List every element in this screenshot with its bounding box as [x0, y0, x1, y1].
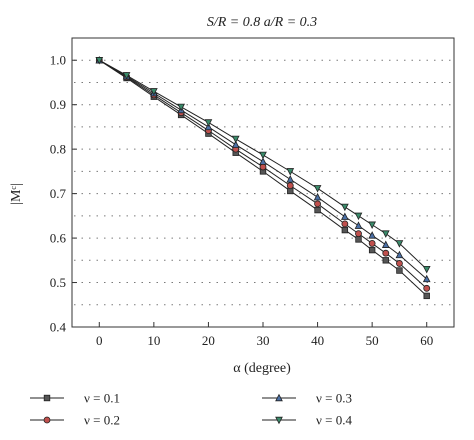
legend-item: ν = 0.3	[262, 391, 352, 406]
data-point	[286, 182, 294, 190]
data-point	[368, 246, 376, 254]
legend-marker	[275, 393, 283, 402]
legend-item: ν = 0.1	[30, 391, 120, 406]
data-point	[395, 250, 404, 259]
data-point	[422, 265, 431, 274]
data-point	[314, 200, 321, 208]
data-point	[259, 163, 267, 171]
y-tick-label: 1.0	[50, 53, 66, 68]
data-point	[286, 168, 295, 176]
data-point	[204, 119, 213, 127]
data-point	[368, 240, 376, 247]
data-point	[355, 236, 362, 243]
data-point	[423, 292, 430, 300]
legend-marker	[43, 394, 51, 402]
data-point	[355, 230, 362, 238]
data-point	[341, 203, 349, 212]
x-tick-label: 10	[147, 333, 160, 348]
legend-label: ν = 0.2	[84, 413, 120, 428]
data-point	[354, 212, 363, 221]
x-tick-label: 40	[311, 333, 324, 348]
data-point	[231, 140, 240, 148]
x-tick-label: 50	[366, 333, 379, 348]
y-tick-label: 0.7	[50, 186, 67, 201]
data-point	[422, 274, 431, 283]
x-tick-label: 60	[420, 333, 433, 348]
axes: 0 10 20 30 40 50 60 0.4 0.5 0.6 0.7 0.8 0.9 1.0	[50, 37, 455, 348]
legend: ν = 0.1 ν = 0.3 ν = 0.2 ν = 0.4	[30, 391, 352, 428]
data-point	[368, 221, 376, 230]
data-point	[150, 88, 158, 96]
data-point	[95, 57, 104, 65]
legend-marker	[275, 416, 283, 425]
legend-label: ν = 0.3	[316, 391, 352, 406]
plot-area	[74, 55, 452, 306]
x-tick-label: 20	[202, 333, 215, 348]
legend-marker	[43, 416, 51, 424]
data-point	[368, 231, 376, 239]
data-point	[313, 185, 322, 193]
legend-item: ν = 0.4	[262, 413, 352, 428]
data-point	[259, 157, 267, 165]
data-point	[313, 192, 322, 201]
data-point	[382, 249, 390, 257]
x-tick-label: 0	[96, 333, 103, 348]
data-point	[382, 257, 389, 264]
data-point	[341, 220, 349, 228]
y-tick-label: 0.4	[50, 320, 67, 335]
legend-label: ν = 0.1	[84, 391, 120, 406]
data-point	[395, 240, 404, 248]
series-1	[96, 57, 430, 300]
plot-frame	[71, 37, 455, 328]
y-tick-label: 0.5	[50, 275, 66, 290]
data-point	[381, 230, 390, 238]
y-tick-label: 0.8	[50, 142, 66, 157]
data-point	[231, 135, 240, 144]
data-point	[381, 240, 390, 248]
y-tick-label: 0.6	[50, 231, 67, 246]
data-point	[341, 226, 349, 234]
series-4	[95, 57, 431, 274]
data-point	[423, 284, 431, 292]
legend-label: ν = 0.4	[316, 413, 352, 428]
data-point	[341, 212, 349, 220]
chart-title: S/R = 0.8 a/R = 0.3	[207, 15, 317, 30]
data-point	[286, 175, 295, 183]
data-point	[259, 151, 267, 160]
legend-item: ν = 0.2	[30, 413, 120, 428]
y-axis-label: |Mᶜ|	[9, 183, 24, 205]
x-tick-label: 30	[257, 333, 270, 348]
data-point	[314, 206, 321, 214]
data-point	[354, 221, 363, 229]
data-point	[122, 72, 131, 80]
data-point	[396, 260, 403, 267]
y-tick-label: 0.9	[50, 97, 66, 112]
data-point	[396, 267, 403, 274]
x-axis-label: α (degree)	[233, 361, 291, 376]
data-point	[177, 103, 185, 112]
